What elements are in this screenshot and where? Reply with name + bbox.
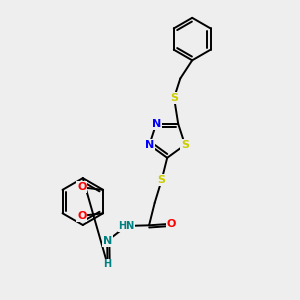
Text: N: N bbox=[103, 236, 112, 246]
Text: HN: HN bbox=[118, 221, 135, 231]
Text: O: O bbox=[167, 219, 176, 229]
Text: N: N bbox=[145, 140, 154, 150]
Text: O: O bbox=[77, 182, 86, 192]
Text: S: S bbox=[158, 175, 166, 185]
Text: O: O bbox=[77, 211, 86, 221]
Text: H: H bbox=[103, 260, 112, 269]
Text: S: S bbox=[181, 140, 189, 150]
Text: S: S bbox=[170, 93, 178, 103]
Text: N: N bbox=[152, 119, 161, 129]
